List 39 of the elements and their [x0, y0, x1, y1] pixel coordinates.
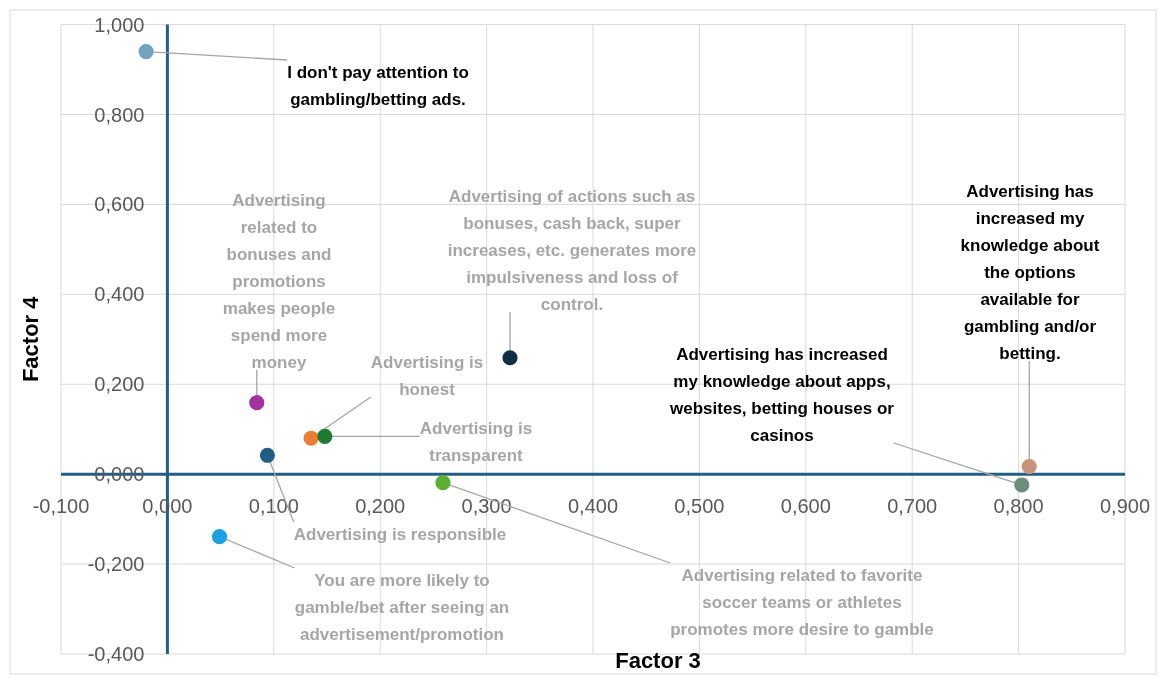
x-axis-title: Factor 3 — [615, 648, 701, 673]
y-tick-label: 0,800 — [94, 103, 145, 126]
x-tick-label: 0,200 — [355, 495, 406, 518]
x-tick-label: 0,300 — [461, 495, 512, 518]
y-tick-label: 0,400 — [94, 283, 145, 306]
x-tick-label: 0,900 — [1099, 495, 1151, 518]
point — [211, 529, 228, 545]
annotation: Advertising is honest — [370, 352, 484, 399]
point — [502, 350, 518, 366]
point — [1021, 458, 1037, 475]
x-tick-label: 0,600 — [780, 495, 831, 518]
x-tick-label: -0,100 — [32, 495, 90, 518]
point — [303, 430, 319, 446]
y-tick-label: 0,200 — [94, 373, 145, 396]
x-tick-label: 0,800 — [993, 495, 1044, 518]
annotation: Advertising is responsible — [293, 524, 507, 544]
x-tick-label: 0,700 — [887, 495, 938, 518]
y-tick-label: 1,000 — [94, 13, 145, 36]
point — [317, 428, 333, 444]
x-tick-label: 0,400 — [567, 495, 619, 518]
point — [249, 395, 265, 411]
annotation: You are more likely to gamble/bet after seeing an advertisement/promotion — [294, 570, 510, 644]
y-tick-label: -0,400 — [87, 643, 145, 665]
point — [1014, 477, 1030, 493]
annotation: Advertising of actions such as bonuses, cash back, super increases, etc. generates more impulsiveness and loss of control. — [447, 186, 697, 314]
annotation: Advertising is transparent — [419, 418, 533, 465]
y-tick-label: 0,600 — [94, 193, 145, 216]
annotation: I don't pay attention to gambling/betting ads. — [287, 62, 469, 109]
x-tick-label: 0,100 — [248, 495, 299, 518]
y-axis-title: Factor 4 — [18, 295, 43, 383]
point — [138, 44, 154, 60]
annotation: Advertising has increased my knowledge about apps, websites, betting houses or casinos — [669, 344, 895, 445]
annotation: Advertising related to bonuses and promotions makes people spend more money — [222, 190, 336, 372]
point — [259, 447, 275, 463]
x-tick-label: 0,500 — [674, 495, 725, 518]
annotation: Advertising has increased my knowledge about the options available for gambling and/or betting. — [960, 181, 1100, 363]
point — [435, 475, 451, 491]
y-tick-label: -0,200 — [87, 553, 145, 576]
annotation: Advertising related to favorite soccer teams or athletes promotes more desire to gamble — [670, 565, 934, 639]
